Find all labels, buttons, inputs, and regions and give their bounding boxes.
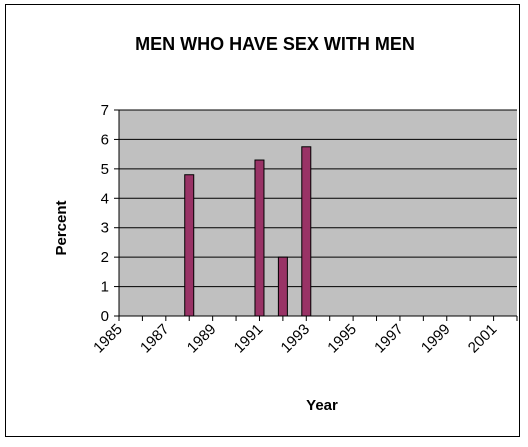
bar-1993: [301, 146, 312, 317]
plot-background: [119, 110, 517, 316]
y-axis-title: Percent: [53, 200, 70, 255]
x-tick-label: 1999: [418, 321, 454, 357]
x-ticks: 1985 1987 1989 1991 1993 1995 1997 1999 2001: [90, 316, 518, 357]
bar-1991: [254, 159, 265, 317]
bar-1992: [277, 256, 288, 317]
x-tick-label: 1995: [324, 321, 360, 357]
y-tick-label: 2: [101, 249, 109, 266]
y-tick-label: 0: [101, 308, 109, 325]
x-tick-label: 1987: [137, 321, 173, 357]
x-tick-label: 1989: [184, 321, 220, 357]
plot-area: 0 1 2 3 4 5 6 7 1985 1987 1989 1991 1993 1995 1997 199…: [90, 102, 518, 357]
y-tick-label: 6: [101, 131, 109, 148]
y-tick-label: 7: [101, 102, 109, 119]
chart-title: MEN WHO HAVE SEX WITH MEN: [135, 34, 415, 54]
y-tick-label: 1: [101, 279, 109, 296]
bar-1988: [184, 174, 195, 317]
y-ticks: 0 1 2 3 4 5 6 7: [101, 102, 119, 325]
x-tick-label: 1993: [278, 321, 314, 357]
x-tick-label: 1997: [371, 321, 407, 357]
x-axis-title: Year: [306, 397, 338, 414]
x-tick-label: 2001: [465, 321, 501, 357]
y-tick-label: 3: [101, 220, 109, 237]
y-tick-label: 5: [101, 161, 109, 178]
x-tick-label: 1991: [231, 321, 267, 357]
x-tick-label: 1985: [90, 321, 126, 357]
y-tick-label: 4: [101, 190, 109, 207]
